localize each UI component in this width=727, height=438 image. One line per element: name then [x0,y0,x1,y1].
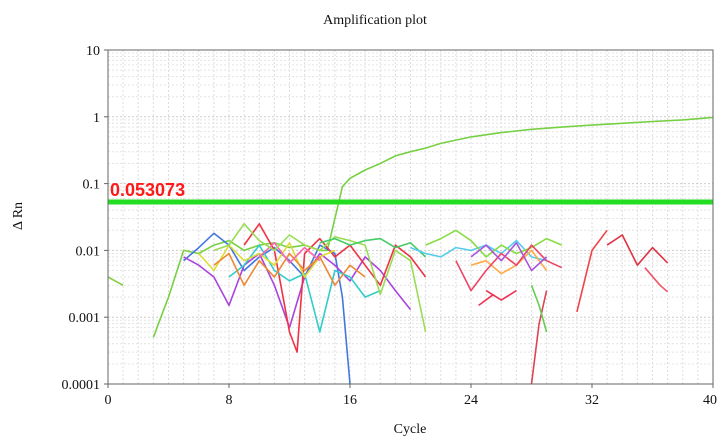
y-tick-label: 0.001 [69,311,101,326]
series-line-18 [530,290,548,385]
series-line-3 [183,252,412,329]
x-tick-label: 40 [703,393,717,408]
series-line-22 [644,267,669,293]
series-line-7 [213,252,366,287]
grid [108,50,713,384]
x-tick-label: 0 [105,393,112,408]
x-tick-label: 16 [343,393,357,408]
series-line-15 [470,242,548,272]
threshold-group: 0.053073 [108,180,713,205]
series-line-0 [107,276,124,287]
threshold-label: 0.053073 [110,180,185,200]
series-line-4 [243,223,427,353]
y-tick-label: 0.0001 [62,378,101,393]
plot-area [108,50,713,384]
y-tick-label: 10 [86,44,100,59]
series-line-2 [183,232,351,385]
series-group [107,116,714,385]
series-line-9 [213,223,427,333]
series-line-21 [606,234,669,267]
y-tick-label: 1 [93,111,100,126]
x-axis-ticks: 0 8 16 24 32 40 [105,384,717,408]
x-tick-label: 32 [585,393,599,408]
x-tick-label: 8 [226,393,233,408]
series-line-10 [319,237,427,258]
y-axis-label: Δ Rn [11,202,26,230]
series-line-12 [425,229,563,258]
series-line-17 [478,293,495,307]
series-line-19 [530,285,548,333]
plot-frame [107,49,714,385]
series-line-5 [228,244,381,333]
series-line-16 [485,289,517,301]
series-line-13 [470,249,548,275]
series-line-6 [198,242,336,278]
x-axis-label: Cycle [394,422,427,437]
chart-title: Amplification plot [323,13,427,28]
series-line-1 [152,116,714,338]
y-tick-label: 0.01 [76,244,101,259]
y-tick-label: 0.1 [83,178,101,193]
y-axis-ticks: 10 1 0.1 0.01 0.001 0.0001 [62,44,108,393]
series-line-20 [576,229,608,313]
x-tick-label: 24 [464,393,478,408]
